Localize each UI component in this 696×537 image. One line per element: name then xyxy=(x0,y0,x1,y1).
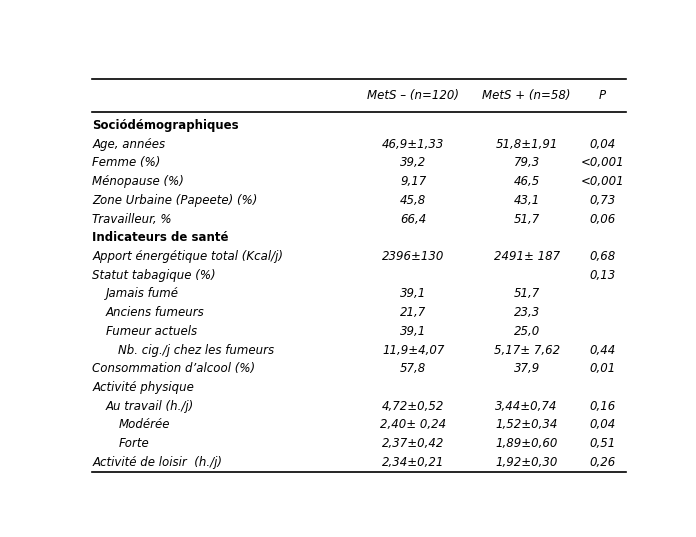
Text: P: P xyxy=(599,89,606,102)
Text: 0,68: 0,68 xyxy=(589,250,615,263)
Text: 0,13: 0,13 xyxy=(589,268,615,282)
Text: 21,7: 21,7 xyxy=(400,306,427,319)
Text: 1,89±0,60: 1,89±0,60 xyxy=(496,437,557,450)
Text: 51,7: 51,7 xyxy=(514,213,539,226)
Text: 57,8: 57,8 xyxy=(400,362,427,375)
Text: Forte: Forte xyxy=(118,437,149,450)
Text: 5,17± 7,62: 5,17± 7,62 xyxy=(493,344,560,357)
Text: 1,52±0,34: 1,52±0,34 xyxy=(496,418,557,431)
Text: Age, années: Age, années xyxy=(93,137,166,151)
Text: 0,51: 0,51 xyxy=(589,437,615,450)
Text: 2,37±0,42: 2,37±0,42 xyxy=(382,437,445,450)
Text: 2,40± 0,24: 2,40± 0,24 xyxy=(380,418,446,431)
Text: 0,06: 0,06 xyxy=(589,213,615,226)
Text: 0,73: 0,73 xyxy=(589,194,615,207)
Text: 43,1: 43,1 xyxy=(514,194,539,207)
Text: 45,8: 45,8 xyxy=(400,194,427,207)
Text: 9,17: 9,17 xyxy=(400,175,427,188)
Text: Sociódémographiques: Sociódémographiques xyxy=(93,119,239,132)
Text: Anciens fumeurs: Anciens fumeurs xyxy=(106,306,205,319)
Text: 51,7: 51,7 xyxy=(514,287,539,300)
Text: Fumeur actuels: Fumeur actuels xyxy=(106,325,197,338)
Text: Consommation d’alcool (%): Consommation d’alcool (%) xyxy=(93,362,255,375)
Text: 39,1: 39,1 xyxy=(400,325,427,338)
Text: <0,001: <0,001 xyxy=(580,156,624,169)
Text: 79,3: 79,3 xyxy=(514,156,539,169)
Text: 39,2: 39,2 xyxy=(400,156,427,169)
Text: 66,4: 66,4 xyxy=(400,213,427,226)
Text: 0,04: 0,04 xyxy=(589,418,615,431)
Text: 46,9±1,33: 46,9±1,33 xyxy=(382,137,445,151)
Text: 2,34±0,21: 2,34±0,21 xyxy=(382,456,445,469)
Text: MetS + (n=58): MetS + (n=58) xyxy=(482,89,571,102)
Text: Activité de loisir  (h./j): Activité de loisir (h./j) xyxy=(93,456,223,469)
Text: 0,26: 0,26 xyxy=(589,456,615,469)
Text: 2491± 187: 2491± 187 xyxy=(493,250,560,263)
Text: Modérée: Modérée xyxy=(118,418,170,431)
Text: 0,01: 0,01 xyxy=(589,362,615,375)
Text: Travailleur, %: Travailleur, % xyxy=(93,213,172,226)
Text: 51,8±1,91: 51,8±1,91 xyxy=(496,137,557,151)
Text: Au travail (h./j): Au travail (h./j) xyxy=(106,400,194,413)
Text: Femme (%): Femme (%) xyxy=(93,156,161,169)
Text: 1,92±0,30: 1,92±0,30 xyxy=(496,456,557,469)
Text: 2396±130: 2396±130 xyxy=(382,250,445,263)
Text: 37,9: 37,9 xyxy=(514,362,539,375)
Text: 0,44: 0,44 xyxy=(589,344,615,357)
Text: Nb. cig./j chez les fumeurs: Nb. cig./j chez les fumeurs xyxy=(118,344,274,357)
Text: Statut tabagique (%): Statut tabagique (%) xyxy=(93,268,216,282)
Text: 39,1: 39,1 xyxy=(400,287,427,300)
Text: MetS – (n=120): MetS – (n=120) xyxy=(367,89,459,102)
Text: Activité physique: Activité physique xyxy=(93,381,194,394)
Text: 11,9±4,07: 11,9±4,07 xyxy=(382,344,445,357)
Text: <0,001: <0,001 xyxy=(580,175,624,188)
Text: 0,16: 0,16 xyxy=(589,400,615,413)
Text: Ménopause (%): Ménopause (%) xyxy=(93,175,184,188)
Text: Apport énergétique total (Kcal/j): Apport énergétique total (Kcal/j) xyxy=(93,250,283,263)
Text: 4,72±0,52: 4,72±0,52 xyxy=(382,400,445,413)
Text: 3,44±0,74: 3,44±0,74 xyxy=(496,400,557,413)
Text: 23,3: 23,3 xyxy=(514,306,539,319)
Text: 0,04: 0,04 xyxy=(589,137,615,151)
Text: Zone Urbaine (Papeete) (%): Zone Urbaine (Papeete) (%) xyxy=(93,194,258,207)
Text: 46,5: 46,5 xyxy=(514,175,539,188)
Text: Jamais fumé: Jamais fumé xyxy=(106,287,179,300)
Text: 25,0: 25,0 xyxy=(514,325,539,338)
Text: Indicateurs de santé: Indicateurs de santé xyxy=(93,231,229,244)
